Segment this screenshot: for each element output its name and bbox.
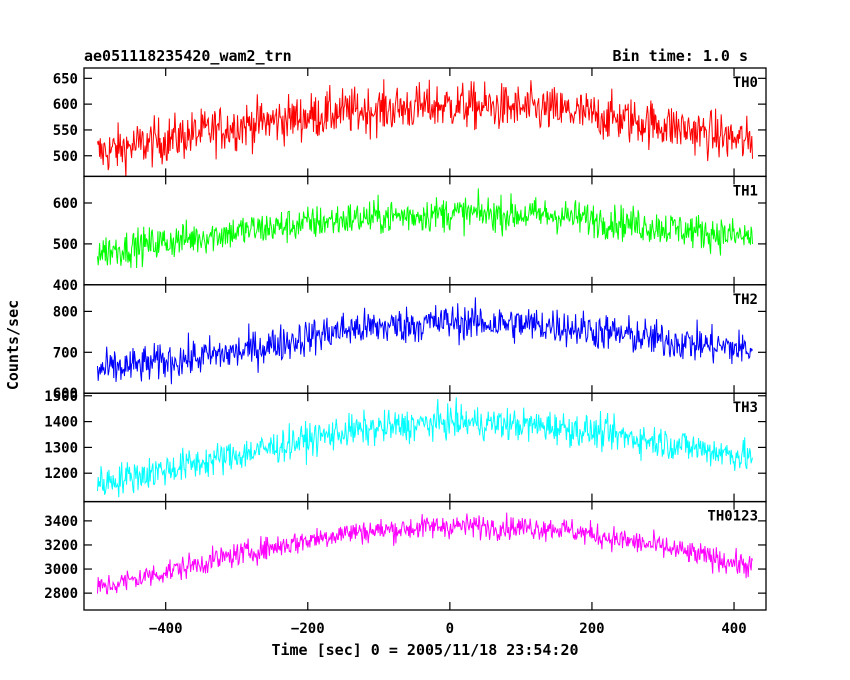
y-tick-label: 600 (53, 196, 78, 212)
series-line-th0123 (97, 512, 753, 595)
y-tick-label: 800 (53, 304, 78, 320)
y-axis-label: Counts/sec (4, 300, 22, 390)
chart-title: ae051118235420_wam2_trn (84, 47, 292, 65)
y-tick-label: 1400 (44, 415, 78, 431)
panel-label: TH0 (733, 75, 758, 91)
panel-th0: 500 550 600 650 TH0 (53, 67, 767, 178)
y-tick-label: 1300 (44, 440, 78, 456)
x-tick-label: 0 (446, 621, 454, 637)
x-tick-label: 400 (721, 621, 746, 637)
panel-frame (83, 500, 767, 611)
panel-frame (83, 284, 767, 394)
panel-frame (83, 392, 767, 503)
bin-time-label: Bin time: 1.0 s (613, 47, 748, 65)
series-line-th2 (97, 297, 753, 385)
panel-th1: 400 500 600 TH1 (53, 175, 767, 294)
panel-th2: 600 700 800 TH2 (53, 284, 767, 402)
y-tick-label: 550 (53, 123, 78, 139)
y-tick-label: 500 (53, 149, 78, 165)
y-tick-label: 1200 (44, 466, 78, 482)
y-tick-label: 500 (53, 237, 78, 253)
y-tick-label: 1500 (44, 389, 78, 405)
series-line-th1 (97, 188, 753, 269)
series-line-th0 (97, 79, 753, 177)
panel-frame (83, 67, 767, 178)
x-axis-label: Time [sec] 0 = 2005/11/18 23:54:20 (271, 641, 578, 659)
y-tick-label: 600 (53, 97, 78, 113)
x-tick-label: −400 (149, 621, 183, 637)
y-tick-label: 3000 (44, 562, 78, 578)
panel-label: TH3 (733, 400, 758, 416)
y-tick-label: 650 (53, 71, 78, 87)
series-line-th3 (97, 397, 753, 498)
panel-th0123: 2800 3000 3200 3400 TH0123 (44, 500, 767, 611)
y-tick-label: 3200 (44, 538, 78, 554)
y-tick-label: 3400 (44, 514, 78, 530)
x-tick-label: −200 (291, 621, 325, 637)
x-tick-label: 200 (579, 621, 604, 637)
y-tick-label: 700 (53, 345, 78, 361)
y-tick-label: 400 (53, 278, 78, 294)
y-tick-label: 2800 (44, 586, 78, 602)
panel-th3: 1200 1300 1400 1500 TH3 (44, 389, 767, 503)
panel-label: TH1 (733, 183, 758, 199)
panel-label: TH0123 (707, 509, 758, 525)
panel-label: TH2 (733, 292, 758, 308)
y-tick-label: 600 (53, 386, 78, 402)
